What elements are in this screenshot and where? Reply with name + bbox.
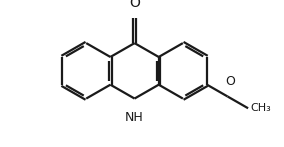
Text: NH: NH [125, 111, 144, 124]
Text: O: O [225, 75, 235, 88]
Text: CH₃: CH₃ [250, 103, 271, 113]
Text: O: O [129, 0, 140, 10]
